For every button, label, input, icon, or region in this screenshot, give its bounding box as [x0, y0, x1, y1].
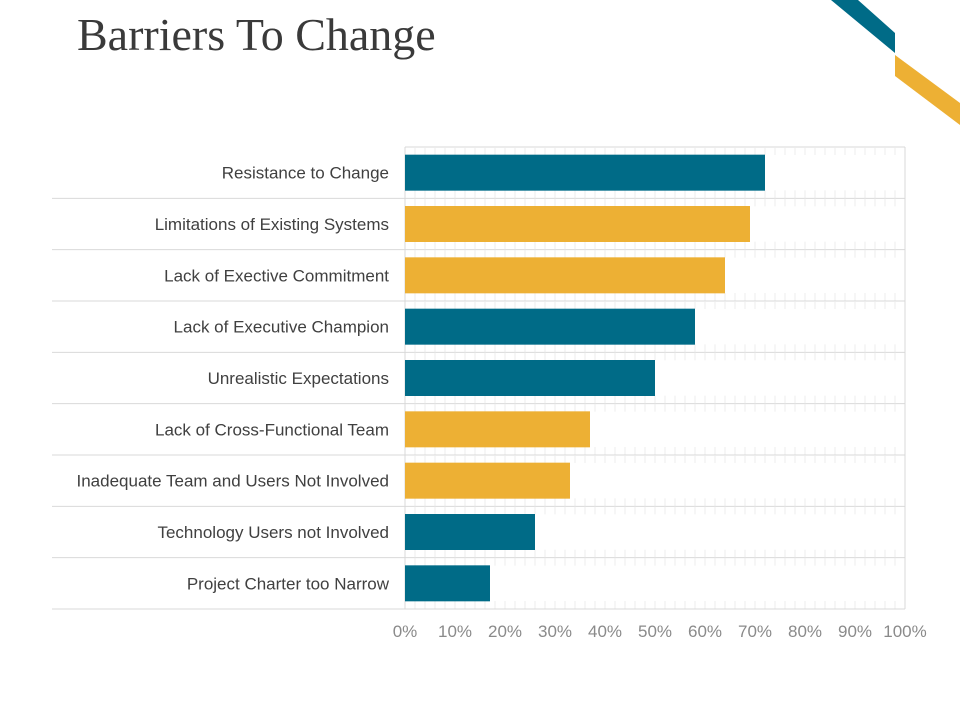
- bar: [405, 411, 590, 448]
- x-tick-label: 70%: [738, 622, 772, 641]
- bar: [405, 154, 765, 191]
- bar: [405, 462, 570, 499]
- x-tick-label: 30%: [538, 622, 572, 641]
- bar: [405, 257, 725, 294]
- slide-title: Barriers To Change: [77, 9, 436, 60]
- decor-teal-stripe: [831, 0, 895, 53]
- x-tick-label: 50%: [638, 622, 672, 641]
- x-tick-label: 20%: [488, 622, 522, 641]
- x-tick-label: 0%: [393, 622, 418, 641]
- category-label: Limitations of Existing Systems: [155, 215, 389, 234]
- category-label: Unrealistic Expectations: [208, 369, 389, 388]
- bar: [405, 360, 655, 396]
- bar: [405, 514, 535, 550]
- bar: [405, 308, 695, 345]
- category-label: Technology Users not Involved: [157, 523, 389, 542]
- x-tick-label: 40%: [588, 622, 622, 641]
- x-tick-label: 60%: [688, 622, 722, 641]
- category-label: Project Charter too Narrow: [187, 574, 390, 593]
- bar: [405, 206, 750, 242]
- category-label: Lack of Exective Commitment: [164, 266, 389, 285]
- category-label: Lack of Executive Champion: [174, 318, 389, 337]
- decor-gold-stripe: [895, 55, 960, 125]
- x-tick-label: 10%: [438, 622, 472, 641]
- bar: [405, 565, 490, 602]
- category-label: Lack of Cross-Functional Team: [155, 420, 389, 439]
- x-tick-label: 100%: [883, 622, 926, 641]
- x-tick-label: 90%: [838, 622, 872, 641]
- x-tick-label: 80%: [788, 622, 822, 641]
- category-label: Resistance to Change: [222, 164, 389, 183]
- category-label: Inadequate Team and Users Not Involved: [77, 472, 390, 491]
